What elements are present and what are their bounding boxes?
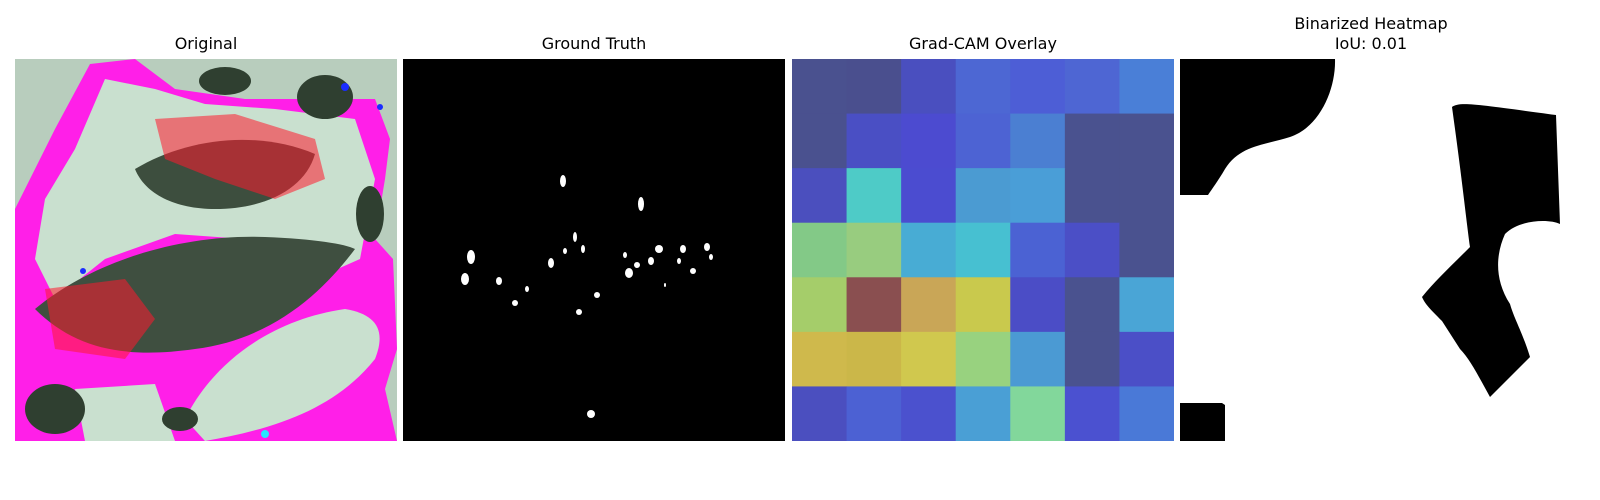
- gradcam-overlay: [792, 59, 1174, 441]
- heatmap-cell: [955, 59, 1011, 115]
- heatmap-cell: [792, 113, 848, 169]
- heatmap-cell: [901, 59, 957, 115]
- heatmap-cell: [901, 277, 957, 333]
- original-title: Original: [174, 34, 238, 53]
- heatmap-cell: [955, 277, 1011, 333]
- heatmap-cell: [901, 331, 957, 387]
- binarized-title: Binarized Heatmap: [1294, 14, 1448, 33]
- heatmap-cell: [955, 168, 1011, 224]
- ground-truth-title: Ground Truth: [541, 34, 647, 53]
- heatmap-cell: [955, 331, 1011, 387]
- heatmap-cell: [1010, 331, 1066, 387]
- heatmap-cell: [1119, 168, 1174, 224]
- heatmap-cell: [1064, 113, 1120, 169]
- heatmap-cell: [901, 113, 957, 169]
- heatmap-cell: [846, 331, 902, 387]
- heatmap-cell: [1064, 222, 1120, 278]
- heatmap-cell: [1010, 222, 1066, 278]
- heatmap-cell: [1064, 277, 1120, 333]
- original-image: [15, 59, 397, 441]
- heatmap-cell: [792, 222, 848, 278]
- heatmap-cell: [1010, 113, 1066, 169]
- heatmap-cell: [1119, 331, 1174, 387]
- heatmap-cell: [1064, 331, 1120, 387]
- heatmap-cell: [792, 331, 848, 387]
- heatmap-cell: [846, 168, 902, 224]
- heatmap-cell: [1010, 386, 1066, 441]
- heatmap-cell: [846, 113, 902, 169]
- heatmap-cell: [792, 386, 848, 441]
- heatmap-cell: [1064, 386, 1120, 441]
- heatmap-cell: [846, 277, 902, 333]
- heatmap-cell: [792, 277, 848, 333]
- heatmap-cell: [1119, 386, 1174, 441]
- heatmap-cell: [846, 222, 902, 278]
- overlay-title: Grad-CAM Overlay: [909, 34, 1057, 53]
- heatmap-cell: [1010, 277, 1066, 333]
- heatmap-cell: [846, 59, 902, 115]
- heatmap-cell: [901, 168, 957, 224]
- ground-truth-mask: [403, 59, 785, 441]
- heatmap-cell: [1119, 277, 1174, 333]
- heatmap-cell: [792, 59, 848, 115]
- heatmap-cell: [955, 113, 1011, 169]
- heatmap-cell: [1119, 222, 1174, 278]
- heatmap-cell: [1010, 168, 1066, 224]
- heatmap-cell: [1064, 59, 1120, 115]
- iou-label: IoU: 0.01: [1334, 34, 1408, 53]
- heatmap-cell: [1064, 168, 1120, 224]
- heatmap-cell: [955, 386, 1011, 441]
- heatmap-cell: [901, 222, 957, 278]
- heatmap-cell: [955, 222, 1011, 278]
- heatmap-cell: [1119, 59, 1174, 115]
- binarized-heatmap: [1180, 59, 1562, 441]
- heatmap-cell: [846, 386, 902, 441]
- heatmap-cell: [792, 168, 848, 224]
- heatmap-cell: [1119, 113, 1174, 169]
- heatmap-cell: [901, 386, 957, 441]
- heatmap-cell: [1010, 59, 1066, 115]
